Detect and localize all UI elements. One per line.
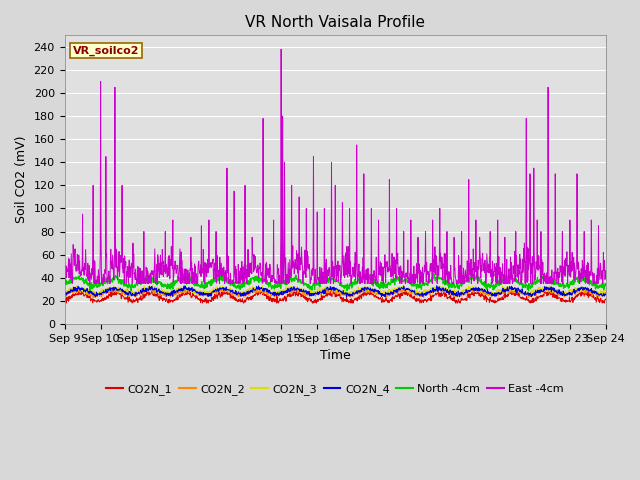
CO2N_2 [420,295,428,300]
East -4cm [490,261,498,266]
CO2N_2 [602,292,609,298]
Y-axis label: Soil CO2 (mV): Soil CO2 (mV) [15,136,28,223]
Line: North -4cm: North -4cm [65,274,605,291]
CO2N_1 [243,296,250,302]
CO2N_4 [419,292,427,298]
CO2N_1 [168,298,176,303]
East -4cm [602,268,609,274]
CO2N_2 [243,289,250,295]
North -4cm [181,276,189,281]
CO2N_2 [181,284,189,289]
CO2N_4 [433,283,440,288]
CO2N_1 [61,296,68,301]
North -4cm [602,283,609,288]
CO2N_2 [61,292,68,298]
Text: VR_soilco2: VR_soilco2 [73,46,139,56]
Legend: CO2N_1, CO2N_2, CO2N_3, CO2N_4, North -4cm, East -4cm: CO2N_1, CO2N_2, CO2N_3, CO2N_4, North -4… [102,379,568,399]
CO2N_2 [168,292,176,298]
CO2N_1 [164,300,172,306]
CO2N_1 [145,288,153,293]
CO2N_1 [602,297,609,302]
Line: CO2N_4: CO2N_4 [65,286,605,297]
CO2N_4 [538,288,546,293]
North -4cm [419,281,427,287]
CO2N_3 [419,288,427,294]
CO2N_1 [182,290,189,296]
East -4cm [168,257,176,263]
North -4cm [490,285,498,291]
CO2N_2 [182,288,189,293]
CO2N_4 [241,292,249,298]
CO2N_1 [420,299,428,305]
CO2N_4 [490,293,498,299]
CO2N_4 [602,291,609,297]
CO2N_3 [242,288,250,294]
Line: East -4cm: East -4cm [65,49,605,284]
CO2N_3 [490,291,498,297]
CO2N_4 [61,291,68,297]
CO2N_3 [168,289,176,295]
North -4cm [538,276,546,281]
CO2N_2 [89,295,97,300]
North -4cm [168,280,175,286]
East -4cm [538,272,546,277]
CO2N_2 [538,288,546,294]
CO2N_3 [596,293,604,299]
Line: CO2N_3: CO2N_3 [65,285,605,296]
X-axis label: Time: Time [320,349,351,362]
East -4cm [181,273,189,279]
North -4cm [525,288,532,294]
North -4cm [359,271,367,276]
North -4cm [61,281,68,287]
CO2N_4 [342,294,350,300]
CO2N_4 [181,285,189,291]
Line: CO2N_1: CO2N_1 [65,290,605,303]
Line: CO2N_2: CO2N_2 [65,287,605,298]
East -4cm [61,281,69,287]
CO2N_1 [490,299,498,305]
CO2N_3 [602,287,609,293]
CO2N_2 [490,291,498,297]
CO2N_3 [538,287,545,292]
CO2N_4 [168,291,175,297]
CO2N_3 [148,282,156,288]
East -4cm [61,258,68,264]
CO2N_3 [181,285,189,290]
CO2N_3 [61,287,68,292]
Title: VR North Vaisala Profile: VR North Vaisala Profile [245,15,425,30]
North -4cm [241,280,249,286]
East -4cm [242,273,250,279]
CO2N_1 [538,294,546,300]
East -4cm [277,46,285,52]
East -4cm [420,271,428,277]
